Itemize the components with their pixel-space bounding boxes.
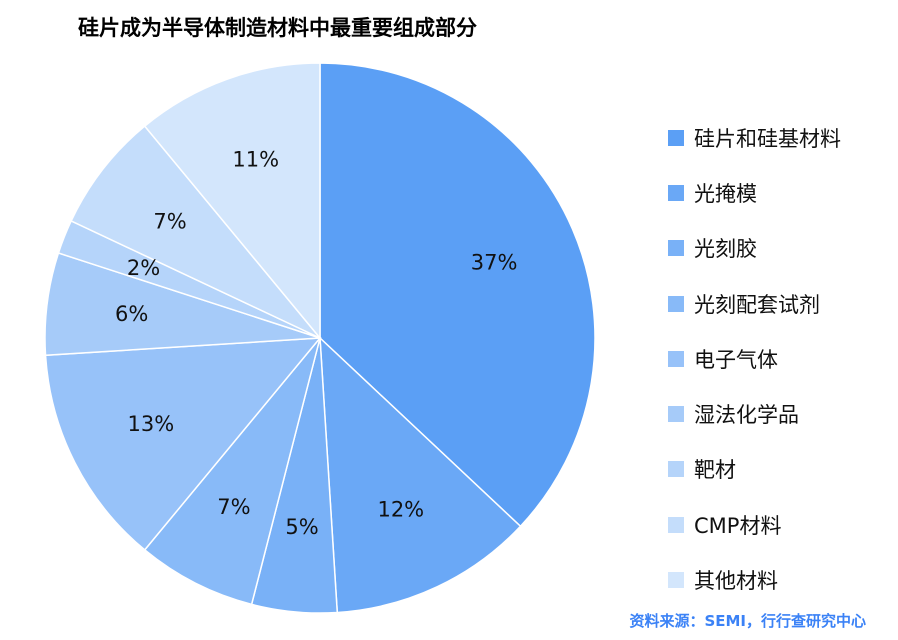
legend-item: 光刻配套试剂 (668, 276, 841, 331)
legend-swatch (668, 240, 684, 257)
legend-label: 光掩模 (694, 181, 757, 206)
pie-slices (44, 62, 596, 614)
pie-value-label: 12% (377, 498, 424, 522)
legend-label: 湿法化学品 (694, 403, 799, 428)
pie-slice (319, 62, 596, 528)
legend-item: 湿法化学品 (668, 386, 841, 441)
legend-swatch (668, 129, 684, 146)
pie-value-labels: 37% 12% 5% 7% 13% 6% 2% 7% 11% (115, 148, 517, 539)
legend-label: CMP材料 (694, 513, 782, 538)
pie-value-label: 6% (115, 302, 148, 326)
pie-slice (70, 125, 321, 339)
source-note: 资料来源：SEMI，行行查研究中心 (629, 612, 866, 630)
legend-label: 靶材 (694, 458, 736, 483)
legend-item: 其他材料 (668, 552, 841, 607)
pie-slice (143, 62, 321, 341)
pie-value-label: 13% (128, 412, 175, 436)
legend-item: CMP材料 (668, 497, 841, 552)
pie-value-label: 7% (153, 210, 186, 234)
legend-label: 电子气体 (694, 347, 778, 372)
pie-value-label: 37% (471, 251, 518, 275)
pie-value-label: 2% (127, 256, 160, 280)
legend-swatch (668, 295, 684, 312)
legend-swatch (668, 516, 684, 533)
pie-slice (44, 337, 322, 551)
pie-value-label: 5% (285, 515, 318, 539)
legend-item: 光刻胶 (668, 221, 841, 276)
pie-slice (319, 336, 522, 614)
legend-label: 光刻配套试剂 (694, 292, 820, 317)
legend-label: 硅片和硅基材料 (694, 126, 841, 151)
legend: 硅片和硅基材料 光掩模光刻胶光刻配套试剂 电子气体湿法化学品靶材 CMP材料其他材料 (668, 110, 841, 608)
legend-item: 电子气体 (668, 331, 841, 386)
legend-swatch (668, 406, 684, 423)
legend-item: 靶材 (668, 442, 841, 497)
chart-title: 硅片成为半导体制造材料中最重要组成部分 (78, 16, 477, 40)
legend-item: 硅片和硅基材料 (668, 110, 841, 165)
legend-label: 其他材料 (694, 569, 778, 594)
pie-value-label: 11% (232, 148, 279, 172)
pie-slice (143, 337, 321, 606)
legend-item: 光掩模 (668, 165, 841, 220)
pie-value-label: 7% (217, 495, 250, 519)
legend-swatch (668, 184, 684, 201)
legend-swatch (668, 350, 684, 367)
legend-swatch (668, 461, 684, 478)
legend-swatch (668, 572, 684, 589)
legend-label: 光刻胶 (694, 237, 757, 262)
